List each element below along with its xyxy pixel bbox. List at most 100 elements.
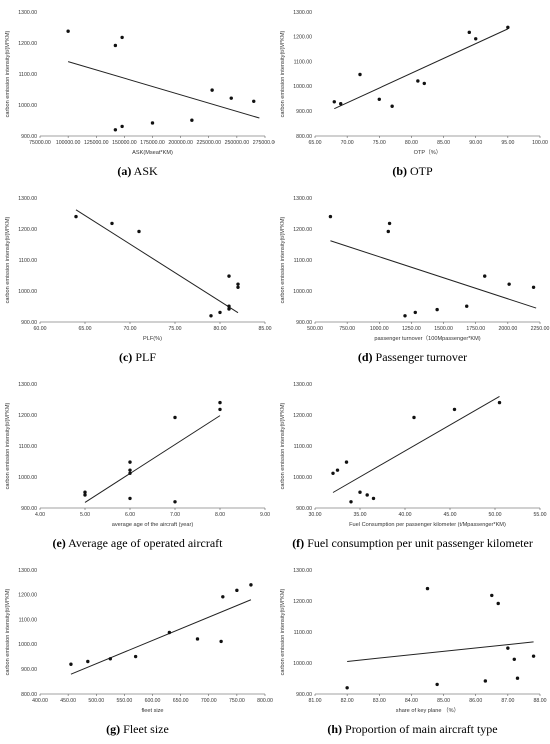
x-tick-label: 80.00 (405, 140, 418, 146)
data-point (497, 400, 502, 405)
x-tick-label: 8.00 (215, 512, 225, 518)
data-point (236, 285, 240, 289)
data-point (506, 646, 510, 650)
scatter-chart: 900.00 1000.00 1100.00 1200.00 1300.00 500.00… (280, 196, 549, 342)
x-tick-label: 70.00 (124, 326, 137, 332)
data-point (113, 128, 118, 132)
data-point (252, 99, 256, 103)
y-axis-label: carbon emission intensity(t/(M*KM) (280, 589, 286, 676)
panel-letter: (b) (392, 164, 407, 178)
y-tick-label: 800.00 (296, 134, 312, 140)
data-point (425, 586, 430, 591)
data-point (512, 657, 516, 661)
x-tick-label: 800.00 (257, 698, 273, 704)
scatter-chart: 900.00 1000.00 1100.00 1200.00 1300.00 4.00 5.… (5, 382, 270, 528)
panel-letter: (h) (327, 722, 343, 736)
x-tick-label: 6.00 (125, 512, 135, 518)
data-point (195, 637, 200, 641)
x-axis-label: fleet size (141, 708, 163, 714)
x-axis-label: passenger turnover（100Mpassenger*KM) (374, 335, 480, 342)
x-tick-label: 1750.00 (466, 326, 485, 332)
data-point (108, 657, 113, 661)
y-tick-label: 1000.00 (18, 289, 37, 295)
panel-caption: (d) Passenger turnover (275, 350, 550, 365)
data-point (167, 630, 172, 635)
x-tick-label: 84.00 (405, 698, 418, 704)
y-tick-label: 1000.00 (293, 661, 312, 667)
scatter-chart: 900.00 1000.00 1100.00 1200.00 1300.00 30.00 3… (280, 382, 547, 528)
x-tick-label: 650.00 (173, 698, 189, 704)
x-tick-label: 5.00 (80, 512, 90, 518)
data-point (128, 471, 132, 475)
y-tick-label: 1000.00 (293, 289, 312, 295)
data-point (332, 100, 336, 104)
x-tick-label: 70.00 (341, 140, 354, 146)
x-tick-label: 600.00 (145, 698, 161, 704)
x-tick-label: 65.00 (79, 326, 92, 332)
y-tick-label: 800.00 (21, 692, 37, 698)
x-tick-label: 80.00 (214, 326, 227, 332)
data-point (390, 104, 394, 108)
y-tick-label: 900.00 (296, 109, 312, 115)
y-tick-label: 1200.00 (293, 413, 312, 419)
scatter-chart: 800.00 900.00 1000.00 1100.00 1200.00 1300.00… (280, 10, 548, 156)
chart-panel: 900.00 1000.00 1100.00 1200.00 1300.00 4.00 5.… (0, 372, 275, 558)
data-point (218, 407, 222, 412)
data-point (531, 285, 536, 289)
x-tick-label: 275000.00 (253, 140, 275, 146)
y-tick-label: 1200.00 (18, 593, 37, 599)
trend-line (330, 240, 537, 309)
panel-letter: (e) (52, 536, 66, 550)
x-tick-label: 750.00 (229, 698, 245, 704)
x-tick-label: 500.00 (88, 698, 104, 704)
data-point (496, 601, 500, 606)
panel-letter: (c) (118, 350, 133, 364)
trend-line (334, 28, 509, 110)
panel-caption: (f) Fuel consumption per unit passenger … (275, 536, 550, 551)
y-tick-label: 1300.00 (18, 568, 37, 574)
data-point (227, 304, 231, 308)
x-tick-label: 85.00 (437, 140, 450, 146)
data-point (412, 415, 416, 420)
y-tick-label: 1300.00 (18, 10, 37, 16)
y-tick-label: 900.00 (296, 506, 312, 512)
y-tick-label: 1200.00 (293, 227, 312, 233)
x-tick-label: 1250.00 (402, 326, 421, 332)
x-tick-label: 88.00 (534, 698, 547, 704)
data-point (474, 37, 478, 41)
data-point (128, 468, 132, 472)
data-point (221, 595, 225, 599)
panel-title: Fuel consumption per unit passenger kilo… (304, 536, 533, 550)
x-tick-label: 95.00 (501, 140, 514, 146)
data-point (483, 679, 488, 683)
data-point (173, 500, 177, 504)
data-point (335, 468, 340, 472)
x-tick-label: 2000.00 (498, 326, 517, 332)
y-tick-label: 1100.00 (19, 444, 37, 450)
trend-line (347, 641, 534, 662)
y-tick-label: 1000.00 (293, 84, 312, 90)
data-point (386, 229, 390, 234)
data-point (331, 471, 335, 475)
data-point (133, 654, 138, 659)
data-point (349, 500, 353, 504)
panel-title: Fleet size (120, 722, 169, 736)
chart-panel: 800.00 900.00 1000.00 1100.00 1200.00 1300.00… (275, 0, 550, 186)
x-tick-label: 150000.00 (112, 140, 137, 146)
x-tick-label: 1500.00 (434, 326, 453, 332)
panel-caption: (e) Average age of operated aircraft (0, 536, 275, 551)
y-tick-label: 1300.00 (293, 382, 312, 388)
x-tick-label: 9.00 (260, 512, 270, 518)
data-point (531, 654, 536, 658)
data-point (328, 214, 333, 219)
data-point (507, 282, 511, 286)
trend-line (67, 61, 260, 119)
data-point (358, 490, 362, 494)
x-tick-label: 85.00 (259, 326, 272, 332)
y-tick-label: 1000.00 (293, 475, 312, 481)
x-axis-label: OTP（%） (414, 149, 442, 156)
x-tick-label: 250000.00 (225, 140, 250, 146)
x-tick-label: 83.00 (373, 698, 386, 704)
y-tick-label: 1100.00 (294, 258, 312, 264)
x-tick-label: 87.00 (501, 698, 514, 704)
